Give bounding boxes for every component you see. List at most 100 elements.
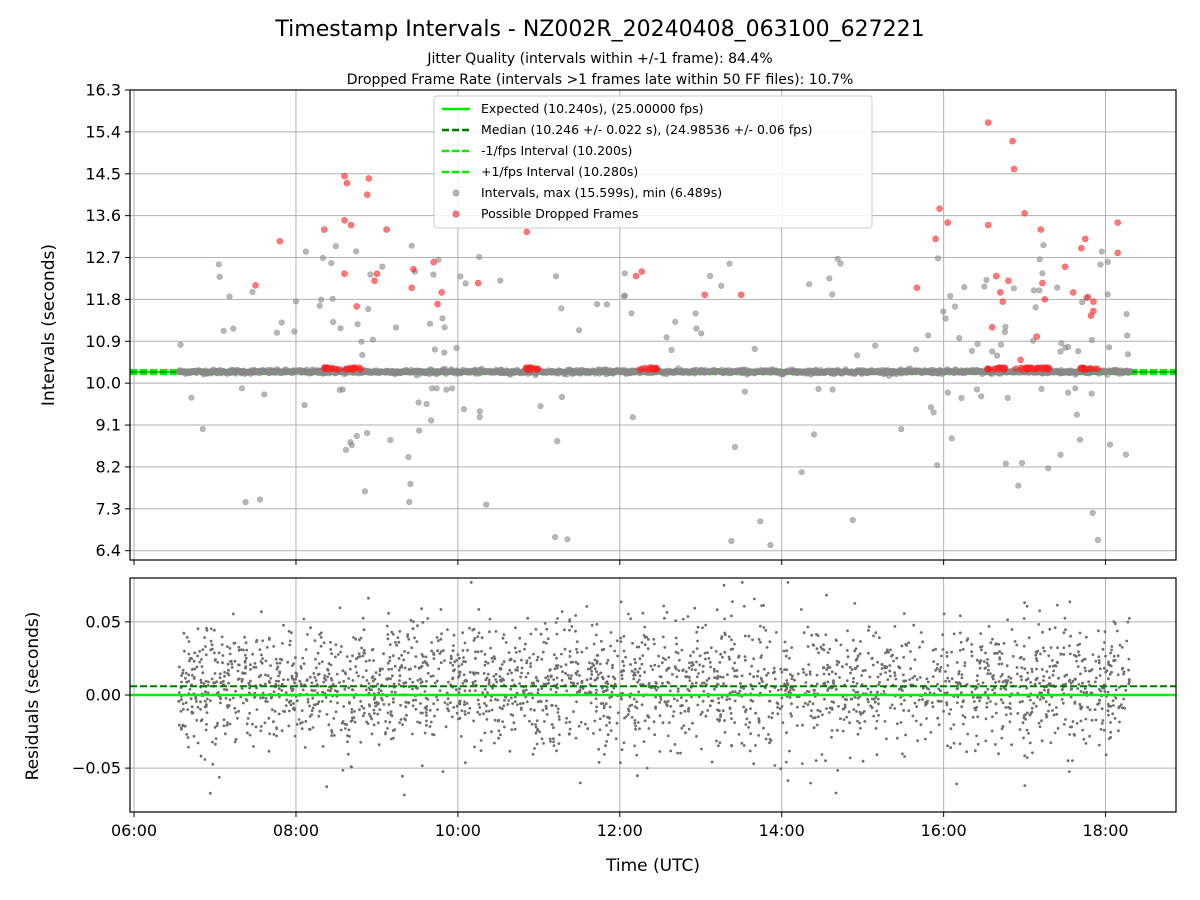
- residual-point: [236, 716, 239, 720]
- residual-point: [286, 660, 290, 664]
- residual-point: [348, 667, 352, 671]
- residual-point: [599, 702, 603, 705]
- residual-point: [845, 679, 849, 683]
- residual-point: [241, 678, 244, 681]
- residual-point: [269, 664, 272, 667]
- residual-point: [1038, 698, 1042, 701]
- interval-point: [273, 329, 281, 336]
- residual-point: [947, 712, 951, 716]
- residual-point: [676, 687, 680, 691]
- residual-point: [653, 686, 657, 690]
- residual-point: [219, 701, 222, 705]
- dropped-frame-point: [988, 323, 996, 331]
- residual-point: [638, 674, 642, 678]
- residual-point: [498, 706, 502, 710]
- residual-point: [1038, 725, 1042, 729]
- residual-point: [758, 624, 762, 628]
- residual-point: [686, 615, 690, 618]
- interval-point: [978, 393, 985, 400]
- residual-point: [786, 683, 790, 687]
- residual-point: [765, 646, 769, 649]
- residual-point: [568, 618, 572, 621]
- residual-point: [788, 696, 792, 699]
- residual-point: [1097, 661, 1101, 665]
- residual-point: [385, 624, 389, 628]
- residual-point: [438, 652, 442, 655]
- residual-point: [697, 672, 700, 675]
- residual-point: [978, 660, 981, 664]
- residual-point: [419, 677, 422, 681]
- chart-subtitle-dropped: Dropped Frame Rate (intervals >1 frames …: [347, 72, 854, 88]
- residual-point: [767, 733, 770, 736]
- residual-point: [534, 725, 538, 729]
- residual-point: [184, 701, 188, 705]
- chart-subtitle-jitter: Jitter Quality (intervals within +/-1 fr…: [426, 51, 772, 67]
- residual-point: [775, 701, 779, 705]
- residual-point: [598, 728, 602, 732]
- dropped-frame-point: [1078, 244, 1085, 252]
- residual-point: [306, 633, 309, 636]
- residual-point: [425, 661, 429, 665]
- residual-point: [181, 723, 185, 727]
- residual-point: [796, 705, 799, 709]
- residual-point: [1018, 700, 1022, 704]
- residual-point: [1006, 618, 1009, 622]
- residual-point: [325, 785, 329, 789]
- interval-point: [226, 293, 233, 300]
- residual-point: [841, 665, 844, 669]
- residual-point: [679, 711, 683, 715]
- residual-point: [211, 762, 215, 766]
- dropped-frame-point: [434, 300, 441, 308]
- residual-point: [494, 672, 498, 676]
- residual-point: [949, 746, 952, 750]
- residual-point: [645, 766, 649, 770]
- residual-point: [314, 657, 317, 661]
- residual-point: [735, 675, 739, 679]
- residual-point: [651, 668, 655, 671]
- residual-point: [1060, 698, 1064, 701]
- residual-point: [290, 631, 293, 635]
- interval-point: [302, 248, 310, 255]
- residual-point: [1008, 702, 1012, 705]
- residual-point: [333, 734, 336, 737]
- residual-point: [425, 719, 428, 723]
- residual-point: [919, 631, 923, 634]
- residual-point: [978, 666, 982, 670]
- residual-point: [939, 700, 943, 703]
- residual-point: [787, 690, 791, 694]
- interval-point: [443, 386, 450, 393]
- residual-point: [285, 698, 289, 702]
- residual-point: [941, 648, 945, 651]
- residual-point: [634, 661, 637, 665]
- residual-point: [405, 713, 408, 717]
- residual-point: [1062, 646, 1066, 650]
- dropped-frame-point: [913, 284, 921, 292]
- residual-point: [607, 675, 610, 678]
- residual-point: [771, 711, 774, 715]
- residual-point: [185, 636, 189, 639]
- residual-point: [1064, 628, 1067, 632]
- residual-point: [549, 740, 552, 743]
- top-y-tick-label: 12.7: [85, 248, 121, 267]
- top-y-tick-label: 10.0: [85, 374, 121, 393]
- residual-point: [484, 678, 488, 682]
- residual-point: [218, 676, 222, 680]
- residual-point: [313, 676, 317, 679]
- residual-point: [852, 688, 855, 692]
- residual-point: [437, 667, 441, 671]
- residual-point: [1068, 678, 1072, 682]
- residual-point: [1079, 672, 1082, 676]
- residual-point: [1010, 743, 1013, 747]
- residual-point: [381, 667, 384, 671]
- residual-point: [190, 712, 194, 715]
- residual-point: [901, 752, 904, 756]
- residual-point: [196, 705, 200, 709]
- residual-point: [895, 656, 899, 660]
- residual-point: [725, 698, 729, 702]
- residual-point: [1048, 676, 1051, 680]
- residual-point: [643, 670, 646, 674]
- residual-point: [730, 744, 733, 747]
- residual-point: [457, 691, 461, 694]
- residual-point: [569, 660, 573, 664]
